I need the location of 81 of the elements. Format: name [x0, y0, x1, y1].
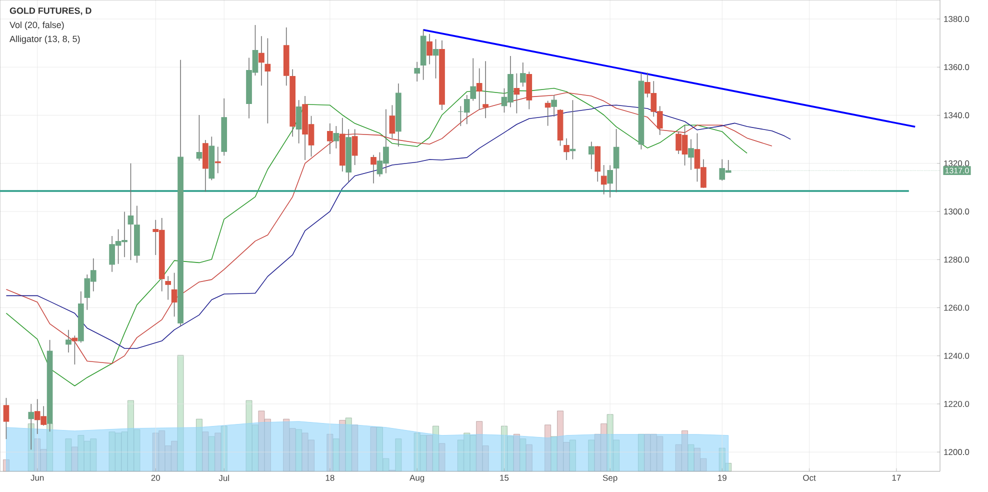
candlestick: [296, 100, 302, 144]
y-tick-label: 1240.0: [944, 352, 970, 359]
candlestick: [352, 128, 358, 166]
bar: [514, 434, 520, 472]
bar: [345, 418, 352, 472]
y-tick-label: 1220.0: [944, 400, 970, 407]
bar: [550, 436, 558, 472]
candlestick: [196, 114, 202, 162]
candlestick: [432, 38, 439, 79]
candlestick: [414, 61, 420, 82]
candlestick: [264, 38, 271, 124]
bar: [432, 426, 439, 472]
candlestick: [476, 68, 482, 110]
x-tick-label: Jun: [30, 474, 44, 481]
x-tick-label: 18: [326, 474, 334, 481]
candlestick: [171, 272, 178, 318]
x-tick-label: Jul: [218, 474, 229, 482]
candlestick: [128, 162, 134, 260]
candlestick: [688, 138, 694, 170]
bar: [3, 459, 10, 472]
candlestick: [613, 128, 620, 193]
bar: [426, 435, 433, 472]
bar: [177, 355, 184, 472]
bar: [370, 426, 377, 472]
y-tick-label: 1300.0: [944, 208, 970, 214]
candlestick: [544, 100, 551, 126]
candlestick: [370, 154, 376, 184]
bar: [638, 434, 644, 472]
candlestick: [327, 123, 333, 154]
bar: [588, 440, 595, 472]
x-tick-label: Oct: [803, 474, 816, 481]
candlestick: [520, 62, 526, 88]
candlestick: [165, 276, 171, 300]
candlestick: [470, 58, 476, 102]
bar: [202, 432, 209, 472]
candlestick: [514, 72, 520, 114]
bar: [208, 436, 215, 472]
candlestick: [66, 329, 72, 353]
candlestick: [482, 60, 488, 119]
candlestick: [600, 164, 607, 195]
y-tick-label: 1380.0: [944, 16, 970, 22]
candlestick: [258, 36, 264, 86]
bar: [395, 438, 402, 472]
y-tick-label: 1280.0: [944, 256, 970, 263]
x-tick-label: 17: [892, 474, 901, 481]
x-tick-label: Aug: [410, 474, 424, 482]
bar: [296, 429, 302, 472]
bar: [214, 432, 222, 472]
y-tick-label: 1360.0: [944, 64, 970, 70]
text: GOLD FUTURES, D: [10, 8, 92, 16]
y-tick-label: 1260.0: [944, 304, 970, 311]
candlestick: [3, 398, 10, 440]
x-tick-label: 20: [151, 474, 160, 481]
x-tick-label: Sep: [602, 474, 618, 482]
bar: [688, 444, 694, 472]
bar: [352, 424, 358, 472]
y-tick-label: 1320.0: [944, 160, 970, 166]
candlestick: [389, 104, 396, 139]
bar: [520, 438, 526, 472]
x-tick-label: 19: [718, 474, 726, 481]
bar: [339, 420, 346, 472]
bar: [570, 440, 576, 472]
y-tick-label: 1200.0: [944, 449, 970, 456]
bar: [65, 438, 72, 472]
bar: [220, 426, 228, 472]
bar: [526, 444, 532, 472]
candlestick: [551, 94, 557, 118]
bar: [332, 438, 340, 472]
bar: [196, 418, 202, 472]
candlestick: [72, 335, 78, 365]
candlestick: [426, 34, 432, 65]
candlestick: [607, 164, 613, 198]
y-tick-label: 1340.0: [944, 112, 970, 118]
candlestick: [333, 126, 340, 149]
annotation: Alligator (13, 8, 5): [10, 36, 80, 44]
candlestick: [564, 138, 570, 160]
annotation: Vol (20, false): [10, 22, 64, 30]
x-tick-label: 15: [500, 474, 509, 481]
bar: [438, 443, 446, 472]
candlestick: [588, 141, 594, 170]
bar: [544, 424, 552, 472]
